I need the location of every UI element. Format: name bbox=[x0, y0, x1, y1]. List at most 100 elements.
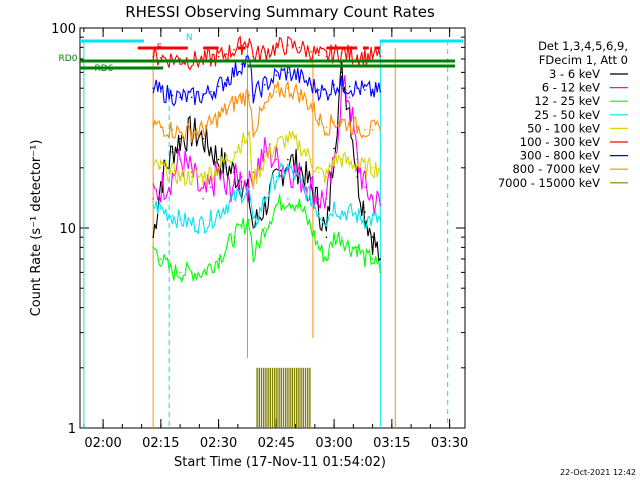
data-point bbox=[287, 44, 289, 47]
data-point bbox=[356, 215, 359, 217]
data-point bbox=[179, 158, 181, 161]
legend-label: 300 - 800 keV bbox=[520, 149, 600, 163]
data-point bbox=[240, 176, 243, 178]
data-point bbox=[325, 197, 328, 200]
data-point bbox=[202, 94, 204, 97]
legend-header-line-1: Det 1,3,4,5,6,9, bbox=[538, 39, 628, 53]
series-line bbox=[152, 194, 381, 284]
data-point bbox=[341, 120, 343, 123]
data-point bbox=[233, 181, 235, 183]
data-point bbox=[333, 52, 335, 54]
data-point bbox=[190, 271, 193, 274]
data-point bbox=[264, 51, 266, 53]
data-point bbox=[252, 128, 255, 131]
data-point bbox=[364, 55, 366, 58]
data-point bbox=[379, 204, 382, 207]
y-tick-label: 1 bbox=[68, 422, 76, 437]
data-point bbox=[171, 271, 174, 274]
data-point bbox=[356, 54, 359, 57]
data-point bbox=[202, 128, 204, 131]
data-point bbox=[160, 166, 162, 169]
data-point bbox=[179, 137, 181, 140]
data-point bbox=[371, 55, 374, 58]
data-point bbox=[371, 128, 374, 131]
data-point bbox=[275, 46, 278, 49]
data-point bbox=[333, 166, 335, 169]
data-point bbox=[275, 176, 278, 178]
data-point bbox=[325, 218, 328, 221]
data-point bbox=[233, 102, 235, 105]
data-point bbox=[240, 227, 243, 229]
x-axis-label: Start Time (17-Nov-11 01:54:02) bbox=[174, 455, 386, 470]
data-point bbox=[371, 90, 374, 93]
data-point bbox=[310, 227, 312, 229]
data-point bbox=[379, 90, 382, 93]
data-point bbox=[287, 71, 289, 74]
data-point bbox=[298, 144, 301, 146]
x-tick-label: 02:45 bbox=[258, 436, 295, 451]
data-point bbox=[364, 128, 366, 131]
data-point bbox=[379, 258, 382, 260]
data-point bbox=[317, 54, 320, 57]
legend-label: 50 - 100 keV bbox=[527, 121, 600, 135]
data-point bbox=[210, 186, 212, 188]
data-point bbox=[152, 204, 154, 207]
data-point bbox=[190, 96, 193, 99]
x-axis-ticks: 02:00 02:15 02:30 02:45 03:00 03:15 03:30 bbox=[83, 28, 468, 451]
data-point bbox=[348, 211, 351, 213]
data-point bbox=[379, 166, 382, 169]
data-point bbox=[233, 151, 235, 153]
data-point bbox=[341, 52, 343, 54]
data-point bbox=[356, 126, 359, 128]
data-point bbox=[317, 197, 320, 200]
data-point bbox=[202, 197, 204, 200]
data-point bbox=[217, 166, 220, 169]
data-point bbox=[364, 211, 366, 213]
data-point bbox=[264, 151, 266, 153]
data-point bbox=[225, 158, 228, 161]
data-point bbox=[264, 106, 266, 109]
legend-label: 7000 - 15000 keV bbox=[498, 176, 600, 190]
data-point bbox=[160, 186, 162, 188]
legend-label: 100 - 300 keV bbox=[520, 135, 600, 149]
data-point bbox=[160, 90, 162, 93]
legend: Det 1,3,4,5,6,9, FDecim 1, Att 0 3 - 6 k… bbox=[498, 39, 628, 190]
data-point bbox=[225, 204, 228, 207]
data-point bbox=[264, 83, 266, 86]
data-point bbox=[152, 87, 154, 90]
data-point bbox=[333, 83, 335, 86]
data-point bbox=[152, 197, 154, 200]
data-point bbox=[217, 115, 220, 118]
y-axis-label: Count Rate (s⁻¹ detector⁻¹) bbox=[29, 140, 44, 317]
series-line bbox=[152, 75, 381, 214]
data-point bbox=[333, 236, 335, 238]
data-point bbox=[171, 151, 174, 153]
series-800-7000-kev bbox=[152, 80, 382, 143]
data-point bbox=[325, 126, 328, 128]
series-25-50-kev bbox=[152, 161, 382, 236]
data-point bbox=[364, 186, 366, 188]
flag-label: RD0 bbox=[59, 54, 78, 64]
data-point bbox=[160, 126, 162, 128]
series-300-800-kev bbox=[152, 55, 382, 107]
data-point bbox=[348, 85, 351, 88]
data-point bbox=[248, 191, 251, 194]
data-point bbox=[210, 171, 212, 174]
data-point bbox=[202, 176, 204, 178]
data-point bbox=[252, 227, 255, 229]
data-point bbox=[371, 236, 374, 238]
data-point bbox=[364, 89, 366, 91]
data-point bbox=[152, 55, 154, 58]
data-point bbox=[160, 258, 162, 260]
data-point bbox=[225, 191, 228, 194]
data-point bbox=[152, 236, 154, 238]
data-point bbox=[364, 258, 366, 260]
data-point bbox=[171, 128, 174, 131]
x-tick-label: 02:15 bbox=[142, 436, 179, 451]
data-point bbox=[225, 79, 228, 81]
data-point bbox=[371, 218, 374, 221]
data-point bbox=[171, 215, 174, 217]
data-point bbox=[179, 218, 181, 221]
data-point bbox=[287, 197, 289, 200]
data-point bbox=[171, 94, 174, 97]
